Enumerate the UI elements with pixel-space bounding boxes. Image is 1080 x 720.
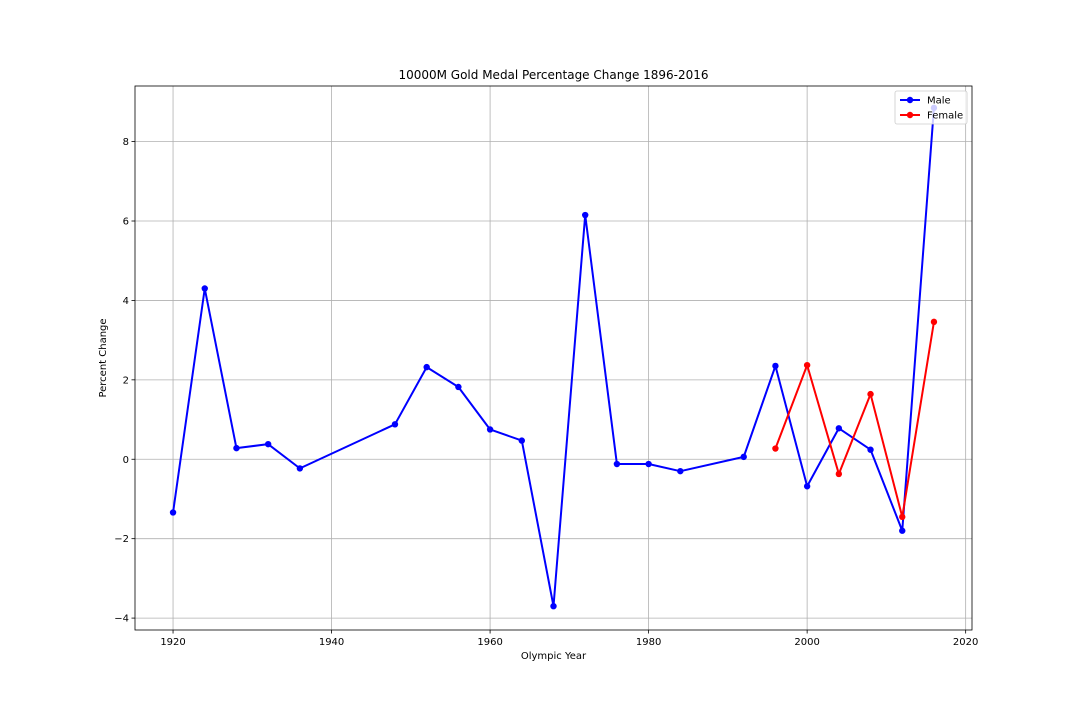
data-point-male bbox=[423, 363, 430, 371]
x-axis: 1920 1940 1960 1980 2000 2020 bbox=[160, 630, 978, 648]
x-tick-label: 1980 bbox=[636, 637, 661, 648]
series-line-female bbox=[774, 321, 935, 518]
x-tick-label: 1960 bbox=[477, 637, 502, 648]
y-tick-label: 8 bbox=[123, 137, 129, 148]
y-tick-label: 6 bbox=[123, 217, 129, 228]
legend-label: Female bbox=[927, 111, 963, 122]
data-point-male bbox=[645, 460, 652, 468]
data-point-male bbox=[518, 437, 525, 444]
x-tick-label: 1920 bbox=[160, 637, 185, 648]
x-tick-label: 2020 bbox=[953, 637, 978, 648]
data-point-male bbox=[550, 602, 557, 610]
data-point-male bbox=[233, 444, 240, 452]
plot-frame bbox=[134, 85, 973, 631]
data-point-male bbox=[486, 426, 494, 433]
series-group bbox=[169, 104, 938, 610]
data-point-female bbox=[899, 513, 906, 521]
chart-title: 10000M Gold Medal Percentage Change 1896… bbox=[398, 68, 708, 82]
x-axis-label: Olympic Year bbox=[521, 651, 587, 662]
x-tick-label: 1940 bbox=[319, 637, 344, 648]
series-male bbox=[169, 104, 938, 610]
data-point-male bbox=[582, 211, 589, 219]
legend-label: Male bbox=[927, 96, 951, 107]
data-point-male bbox=[201, 285, 208, 292]
data-point-female bbox=[930, 318, 938, 326]
data-point-female bbox=[835, 470, 843, 478]
data-point-male bbox=[613, 460, 621, 468]
y-tick-label: 0 bbox=[123, 455, 129, 466]
y-tick-label: −4 bbox=[114, 614, 129, 625]
legend-swatch-marker bbox=[906, 96, 914, 104]
data-point-male bbox=[867, 446, 874, 453]
data-point-male bbox=[264, 440, 272, 448]
data-point-male bbox=[899, 527, 906, 534]
data-point-male bbox=[169, 509, 177, 516]
data-point-male bbox=[455, 383, 462, 391]
x-tick-label: 2000 bbox=[794, 637, 819, 648]
plot-area bbox=[135, 86, 972, 630]
data-point-male bbox=[391, 421, 399, 428]
data-point-male bbox=[740, 453, 747, 461]
data-point-female bbox=[867, 390, 874, 398]
legend-swatch-marker bbox=[906, 111, 914, 119]
data-point-male bbox=[677, 467, 684, 475]
data-point-male bbox=[296, 465, 304, 472]
y-axis: −4 −2 0 2 4 6 8 bbox=[114, 137, 135, 625]
grid bbox=[135, 86, 972, 630]
data-point-male bbox=[772, 362, 779, 370]
data-point-female bbox=[803, 361, 811, 369]
series-female bbox=[772, 318, 938, 521]
y-tick-label: 4 bbox=[123, 296, 129, 307]
legend: Male Female bbox=[894, 90, 968, 125]
data-point-female bbox=[772, 445, 779, 452]
y-tick-label: −2 bbox=[114, 534, 129, 545]
series-line-male bbox=[172, 107, 935, 608]
legend-item-male: Male bbox=[900, 96, 951, 107]
y-axis-label: Percent Change bbox=[98, 318, 109, 397]
data-point-male bbox=[835, 425, 843, 432]
y-tick-label: 2 bbox=[123, 375, 129, 386]
legend-item-female: Female bbox=[900, 111, 963, 122]
data-point-male bbox=[803, 483, 811, 490]
